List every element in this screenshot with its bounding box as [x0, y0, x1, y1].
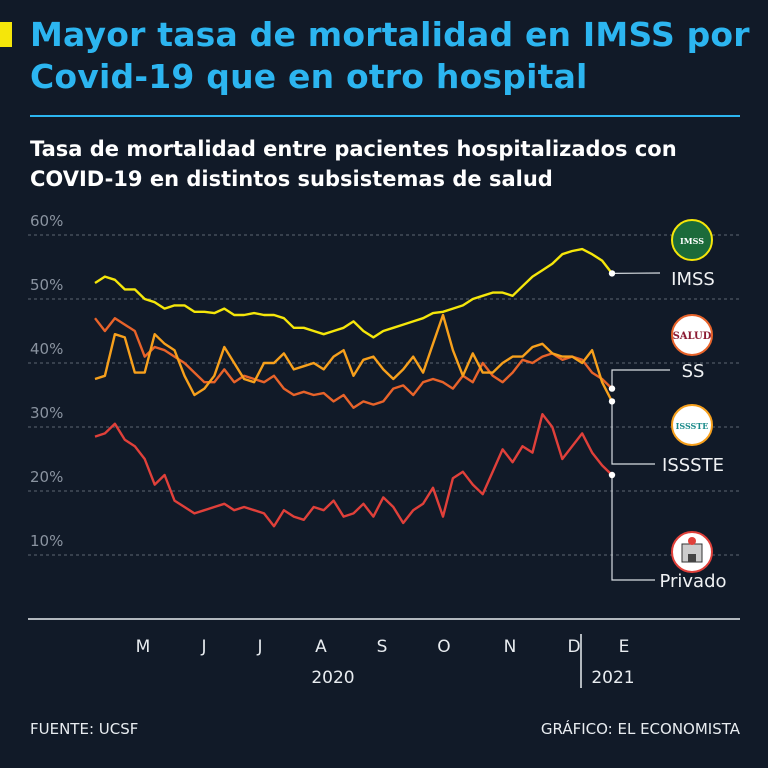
x-tick-label: J — [256, 637, 262, 657]
y-tick-label: 60% — [30, 212, 63, 230]
chart-subtitle: Tasa de mortalidad entre pacientes hospi… — [30, 137, 677, 191]
connector-issste — [611, 401, 655, 465]
series-line-ss — [94, 317, 613, 409]
y-tick-label: 30% — [30, 404, 63, 422]
year-label: 2020 — [311, 668, 354, 688]
endpoint-dot-privado — [608, 471, 616, 479]
x-tick-label: E — [619, 637, 630, 657]
connector-ss — [611, 369, 670, 389]
series-label-privado: Privado — [659, 571, 726, 592]
connector-privado — [611, 475, 655, 581]
series-line-imss — [94, 247, 613, 339]
page-title: Mayor tasa de mortalidad en IMSS por Cov… — [30, 15, 750, 96]
x-tick-label: N — [504, 637, 517, 657]
y-tick-label: 50% — [30, 276, 63, 294]
series-line-privado — [94, 413, 613, 528]
title-accent-bar — [0, 22, 12, 47]
logo-text-issste: ISSSTE — [676, 421, 709, 431]
issste-logo-icon — [671, 404, 713, 446]
series-label-imss: IMSS — [671, 269, 715, 290]
imss-logo-icon — [671, 219, 713, 261]
series-label-ss: SS — [682, 361, 705, 382]
credit-note: GRÁFICO: EL ECONOMISTA — [540, 720, 740, 738]
endpoint-dot-ss — [608, 385, 616, 392]
hospital-door-icon — [688, 554, 696, 562]
y-tick-label: 40% — [30, 340, 63, 358]
x-tick-label: O — [437, 637, 450, 657]
endpoint-dot-imss — [608, 270, 616, 277]
logo-text-imss: IMSS — [680, 236, 704, 246]
series-label-issste: ISSSTE — [662, 455, 724, 476]
endpoint-dot-issste — [608, 398, 616, 405]
x-tick-label: J — [200, 637, 206, 657]
title-divider — [30, 115, 740, 117]
source-note: FUENTE: UCSF — [30, 720, 139, 738]
y-tick-label: 20% — [30, 468, 63, 486]
hospital-cross-icon — [688, 537, 696, 545]
y-tick-label: 10% — [30, 532, 63, 550]
x-tick-label: S — [377, 637, 388, 657]
salud-logo-icon — [671, 314, 713, 356]
x-tick-label: M — [136, 637, 151, 657]
year-label: 2021 — [591, 668, 634, 688]
x-tick-label: A — [315, 637, 327, 657]
logo-text-ss: SALUD — [673, 331, 712, 342]
series-line-issste — [94, 313, 614, 402]
x-tick-label: D — [567, 637, 580, 657]
